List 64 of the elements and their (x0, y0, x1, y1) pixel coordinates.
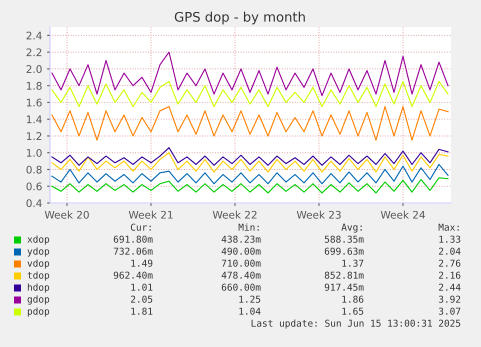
line-series (51, 52, 449, 96)
y-tick-label: 1.6 (26, 98, 42, 107)
text: Avg: (341, 224, 362, 233)
y-tick-label: 0.8 (26, 166, 42, 174)
y-tick-label: 2.4 (26, 32, 42, 40)
text: 1.65 (342, 308, 364, 315)
line-series (51, 177, 449, 194)
line-series (51, 106, 449, 141)
text: 3.07 (438, 308, 460, 315)
text: 660.00m (222, 284, 261, 291)
legend-label: pdop (28, 307, 50, 317)
text: 1.86 (342, 296, 364, 303)
text: 710.00m (222, 260, 261, 267)
y-tick-label: 1.8 (26, 82, 42, 90)
chart-title: GPS dop - by month (174, 12, 305, 24)
text: 852.81m (324, 272, 364, 279)
y-tick-label: 1.2 (26, 132, 42, 140)
text: 1.01 (131, 284, 152, 291)
text: 588.35m (324, 236, 364, 243)
text: 917.45m (324, 284, 364, 291)
text: 3.92 (438, 296, 460, 303)
legend-label: vdop (27, 259, 50, 269)
y-tick-label: 1.4 (26, 116, 42, 124)
text: 2.04 (438, 248, 461, 255)
y-tick-label: 0.6 (26, 182, 42, 190)
text: 1.25 (239, 296, 260, 303)
text: 490.00m (222, 248, 261, 255)
text: Min: (238, 223, 259, 231)
text: 2.05 (130, 296, 152, 303)
text: 1.49 (131, 260, 152, 267)
x-tick-label: Week 23 (296, 210, 341, 219)
line-series (51, 147, 449, 166)
text: 699.63m (324, 248, 364, 255)
x-tick-label: Week 24 (380, 210, 425, 219)
line-series (51, 80, 449, 108)
text: 2.76 (438, 260, 460, 267)
text: 691.80m (114, 236, 153, 243)
line-series (51, 152, 449, 173)
y-tick-label: 2.0 (26, 65, 42, 74)
text: Last update: Sun Jun 15 13:00:31 2025 (252, 319, 460, 329)
y-tick-label: 1.0 (26, 148, 42, 157)
text: 438.23m (222, 236, 261, 243)
text: 1.04 (239, 308, 261, 315)
text: 1.37 (342, 260, 364, 267)
y-tick-label: 0.4 (26, 199, 42, 208)
text: 478.40m (222, 272, 261, 279)
x-tick-label: Week 22 (212, 210, 257, 219)
legend-label: xdop (27, 235, 50, 245)
text: 2.16 (438, 272, 460, 279)
text: 732.06m (114, 248, 153, 255)
x-tick-label: Week 21 (128, 210, 173, 219)
legend-label: tdop (28, 271, 50, 281)
text: 1.81 (131, 308, 152, 315)
text: 1.33 (439, 236, 460, 243)
x-tick-label: Week 20 (44, 210, 89, 219)
legend-label: gdop (28, 295, 50, 305)
legend-label: ydop (27, 247, 50, 257)
text: Cur: (130, 224, 151, 231)
line-series (51, 164, 449, 184)
legend-label: hdop (28, 283, 50, 293)
y-tick-label: 2.2 (26, 48, 42, 56)
text: Max: (438, 224, 459, 231)
text: 962.40m (114, 272, 153, 279)
text: 2.44 (438, 284, 461, 291)
